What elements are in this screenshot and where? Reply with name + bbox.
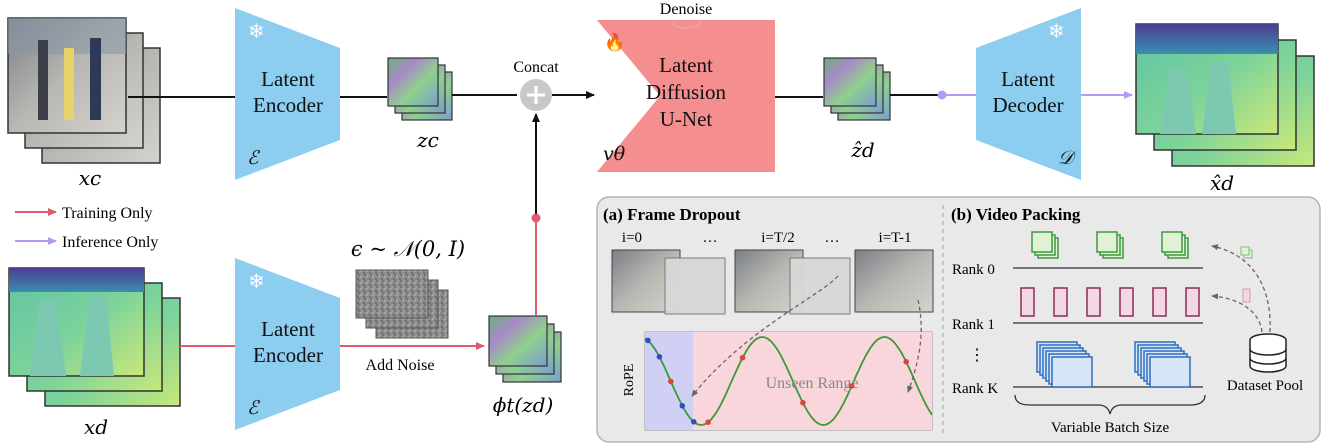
pool-to-rank1-arrow [1211, 293, 1263, 333]
noisy-latent-stack [488, 315, 562, 383]
rope-point [691, 419, 697, 425]
panel-b-title: (b) Video Packing [951, 205, 1081, 224]
unet-symbol: vθ [603, 143, 626, 165]
encoder-top-line1: Latent [261, 67, 315, 91]
legend-training-label: Training Only [62, 205, 153, 222]
flame-icon: 🔥 [604, 32, 625, 52]
lastframe-to-curve-arrow [907, 299, 922, 393]
unseen-range-label: Unseen Range [766, 375, 859, 392]
frame-labels: i=0 … i=T/2 … i=T-1 [622, 230, 912, 246]
add-noise-label: Add Noise [366, 357, 435, 374]
latent-zd-hat-stack [823, 57, 891, 121]
rope-sample-points [645, 337, 909, 426]
decoder-line1: Latent [1001, 67, 1055, 91]
var-xc: xc [79, 166, 101, 190]
latent-decoder: ❄ Latent Decoder 𝒟 [976, 8, 1081, 180]
dataset-pool-label: Dataset Pool [1227, 378, 1303, 394]
rank0-clips [1031, 231, 1189, 259]
rank-label-k: Rank K [952, 381, 998, 397]
concat-node [520, 79, 552, 111]
noise-formula: ϵ ~ 𝒩(0, I) [351, 237, 465, 261]
var-xd-hat: x̂d [1210, 171, 1234, 195]
rank-labels: Rank 0 Rank 1 ⋮ Rank K [952, 262, 998, 397]
rank1-clips [1020, 287, 1200, 317]
encoder-top-line2: Encoder [253, 93, 323, 117]
latent-encoder-top: ❄ Latent Encoder ℰ [235, 8, 340, 180]
rope-point [668, 378, 674, 385]
rope-plot: RoPE Unseen Range [622, 331, 933, 431]
pool-clip-icon-green [1240, 246, 1253, 259]
rank-label-0: Rank 0 [952, 262, 995, 278]
rankk-clips [1036, 341, 1191, 388]
unet-line1: Latent [659, 53, 713, 77]
rank-label-1: Rank 1 [952, 317, 995, 333]
rope-point [800, 399, 806, 406]
rope-point [679, 403, 686, 409]
encoder-bottom-line1: Latent [261, 317, 315, 341]
decoder-line2: Decoder [992, 93, 1063, 117]
encoder-bottom-symbol: ℰ [247, 397, 261, 419]
rope-point [645, 337, 651, 344]
dataset-pool-icon [1249, 333, 1287, 373]
frame-label-1: … [703, 230, 718, 246]
denoise-loop-icon [671, 21, 701, 29]
unet-line2: Diffusion [646, 80, 727, 104]
frame-label-2: i=T/2 [761, 230, 794, 246]
input-depth-stack [8, 267, 181, 407]
frame-label-4: i=T-1 [879, 230, 912, 246]
rope-point [656, 354, 663, 360]
unet-line3: U-Net [660, 107, 713, 131]
rope-axis-label: RoPE [622, 364, 637, 397]
input-video-stack [7, 17, 161, 164]
batch-size-label: Variable Batch Size [1051, 420, 1170, 436]
legend-inference-label: Inference Only [62, 234, 158, 251]
concat-label: Concat [513, 59, 559, 76]
var-zc: zc [416, 128, 439, 152]
snowflake-icon: ❄ [248, 21, 265, 43]
snowflake-icon: ❄ [248, 271, 265, 293]
output-depth-stack [1135, 23, 1315, 167]
pool-clip-icon-purple [1242, 288, 1251, 303]
var-xd: xd [84, 415, 108, 439]
pool-to-rank0-arrow [1211, 244, 1271, 333]
denoise-label: Denoise [660, 1, 712, 18]
inference-junction [937, 90, 947, 100]
snowflake-icon: ❄ [1048, 21, 1065, 43]
latent-encoder-bottom: ❄ Latent Encoder ℰ [235, 258, 340, 430]
rope-point [903, 359, 909, 365]
rope-point [705, 419, 711, 426]
noise-stack [355, 269, 449, 339]
rank-label-ellipsis: ⋮ [969, 347, 985, 364]
latent-zc-stack [387, 57, 453, 121]
panel-a-title: (a) Frame Dropout [603, 205, 741, 224]
latent-diffusion-unet: 🔥 Latent Diffusion U-Net vθ [597, 20, 775, 172]
var-zd-hat: ẑd [850, 138, 874, 162]
encoder-top-symbol: ℰ [247, 147, 261, 169]
training-junction [531, 213, 541, 223]
frame-strip [611, 249, 934, 315]
var-phi: ϕt(zd) [493, 393, 554, 417]
frame-label-0: i=0 [622, 230, 642, 246]
frame-label-3: … [825, 230, 840, 246]
legend: Training Only Inference Only [15, 205, 158, 251]
rope-point [739, 354, 746, 361]
batch-size-brace [1014, 394, 1206, 415]
decoder-symbol: 𝒟 [1058, 147, 1077, 169]
encoder-bottom-line2: Encoder [253, 343, 323, 367]
frame-to-curve-arrow [691, 275, 839, 397]
rope-point [848, 383, 855, 389]
